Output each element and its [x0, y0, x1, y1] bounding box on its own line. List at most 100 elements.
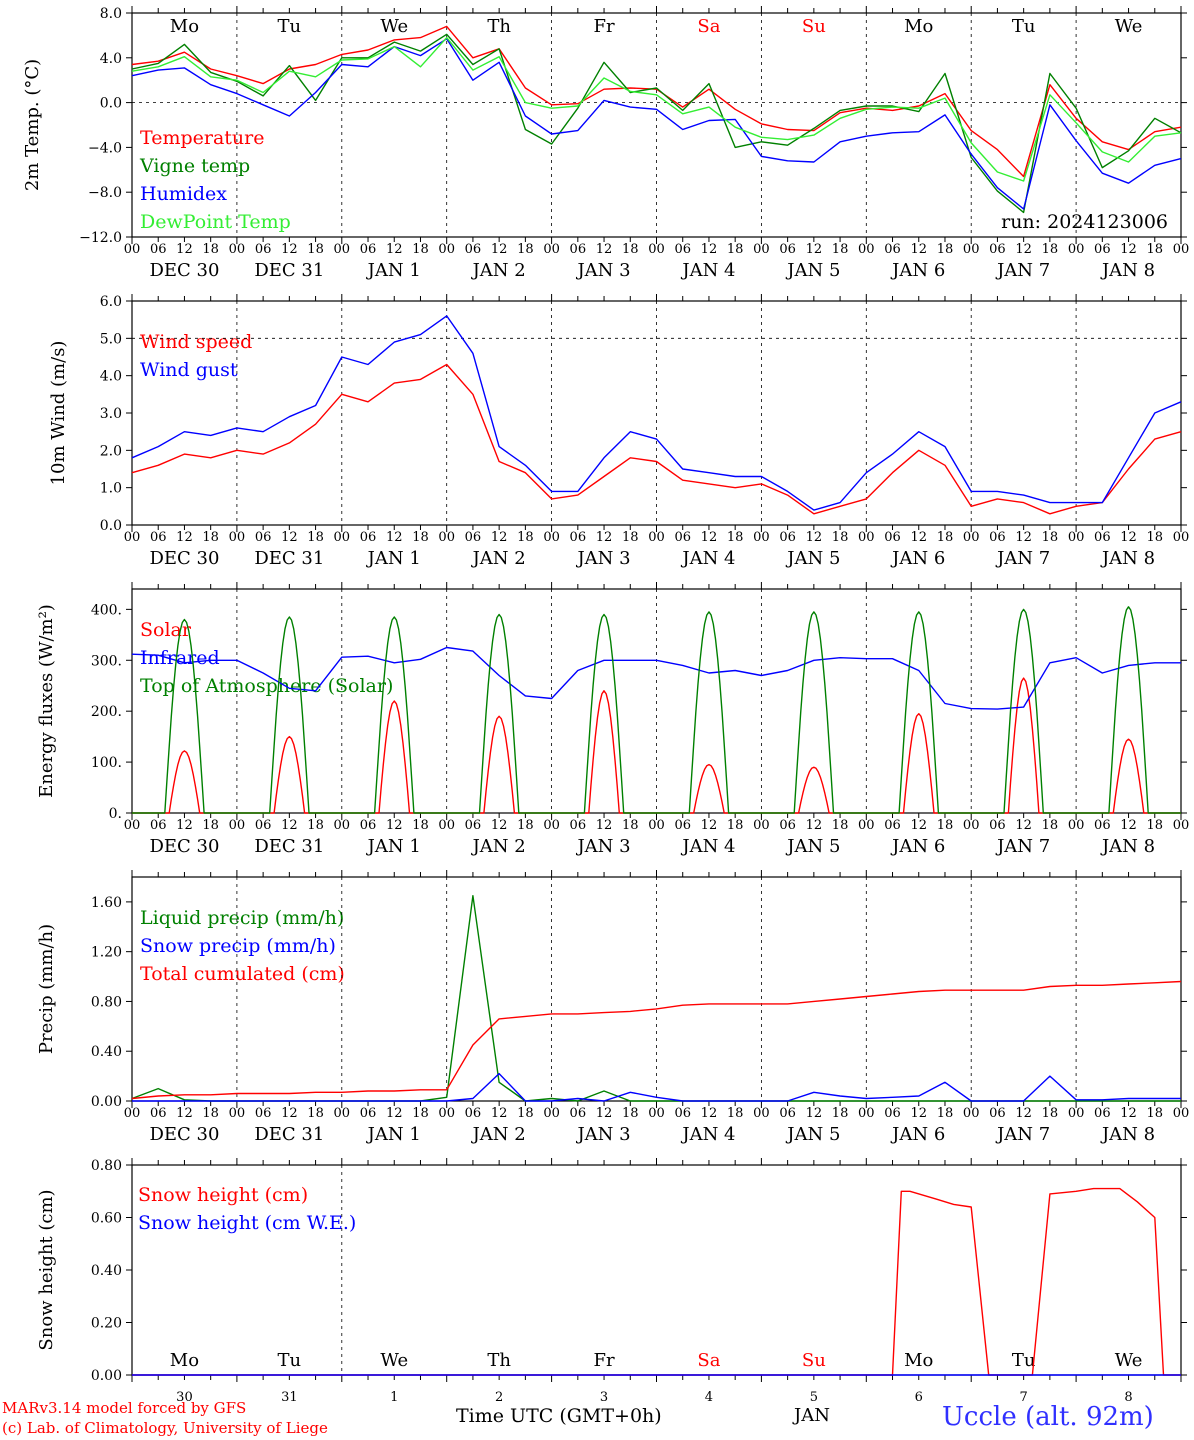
series-line-snow-precip-mm-h- — [132, 1072, 1181, 1102]
weekday-label: Tu — [278, 1350, 302, 1371]
date-label: JAN 3 — [575, 836, 630, 857]
y-tick-label: 0.60 — [91, 1211, 122, 1227]
date-label: JAN 3 — [575, 548, 630, 569]
series-line-humidex — [131, 38, 1182, 210]
y-tick-label: 6.0 — [100, 294, 122, 310]
hour-tick-label: 00 — [334, 530, 351, 545]
hour-tick-label: 12 — [491, 242, 508, 257]
hour-tick-label: 06 — [255, 242, 272, 257]
hour-tick-label: 18 — [412, 818, 429, 833]
date-label: JAN 7 — [995, 1124, 1050, 1145]
hour-tick-label: 12 — [596, 530, 613, 545]
precip-ylabel: Precip (mm/h) — [36, 924, 57, 1054]
hour-tick-label: 12 — [176, 818, 193, 833]
hour-tick-label: 18 — [937, 818, 954, 833]
weekday-label: Fr — [594, 16, 615, 37]
hour-tick-label: 00 — [543, 242, 560, 257]
hour-tick-label: 12 — [596, 242, 613, 257]
day-number-label: 2 — [495, 1390, 503, 1405]
hour-tick-label: 00 — [1068, 242, 1085, 257]
date-label: JAN 3 — [575, 260, 630, 281]
date-label: JAN 4 — [680, 836, 735, 857]
hour-tick-label: 06 — [570, 242, 587, 257]
hour-tick-label: 18 — [202, 818, 219, 833]
hour-tick-label: 18 — [307, 242, 324, 257]
panel-snow: Snow height (cm) Snow height (cm) Snow h… — [36, 1164, 1182, 1376]
weekday-label: Mo — [170, 16, 199, 37]
date-label: JAN 8 — [1100, 548, 1155, 569]
hour-tick-label: 00 — [963, 242, 980, 257]
hour-tick-label: 00 — [1068, 1106, 1085, 1121]
hour-tick-label: 12 — [176, 530, 193, 545]
hour-tick-label: 18 — [727, 818, 744, 833]
hour-tick-label: 18 — [622, 1106, 639, 1121]
hour-tick-label: 06 — [465, 818, 482, 833]
hour-tick-label: 06 — [360, 242, 377, 257]
legend-snow-we: Snow height (cm W.E.) — [138, 1212, 356, 1234]
hour-tick-label: 00 — [229, 242, 246, 257]
hour-tick-label: 18 — [1042, 242, 1059, 257]
hour-tick-label: 18 — [937, 530, 954, 545]
day-number-label: 5 — [810, 1390, 818, 1405]
hour-tick-label: 06 — [570, 818, 587, 833]
legend-temperature: Temperature — [140, 127, 264, 149]
panel-temperature: 2m Temp. (°C) run: 2024123006 Temperatur… — [22, 12, 1182, 238]
hour-tick-label: 06 — [779, 530, 796, 545]
hour-tick-label: 12 — [281, 818, 298, 833]
hour-tick-label: 12 — [491, 1106, 508, 1121]
legend-humidex: Humidex — [140, 183, 227, 205]
chart-marks: 8.04.00.0−4.0−8.0−12.000 06 12 18 00 06 12 18 00… — [79, 6, 1189, 1405]
weekday-label: We — [380, 16, 408, 37]
hour-tick-label: 12 — [910, 1106, 927, 1121]
hour-tick-label: 00 — [753, 242, 770, 257]
weekday-label: Su — [802, 16, 826, 37]
hour-tick-label: 00 — [753, 818, 770, 833]
hour-tick-label: 00 — [543, 530, 560, 545]
hour-tick-label: 18 — [727, 242, 744, 257]
hour-tick-label: 06 — [989, 1106, 1006, 1121]
hour-tick-label: 06 — [255, 818, 272, 833]
y-tick-label: 0.40 — [91, 1263, 122, 1279]
temp-ylabel: 2m Temp. (°C) — [22, 59, 43, 191]
y-tick-label: −4.0 — [88, 140, 122, 156]
legend-vigne-temp: Vigne temp — [139, 155, 250, 177]
y-tick-label: 0.20 — [91, 1316, 122, 1332]
y-tick-label: 8.0 — [100, 6, 122, 22]
hour-tick-label: 12 — [701, 818, 718, 833]
hour-tick-label: 00 — [753, 530, 770, 545]
date-label: JAN 6 — [890, 836, 945, 857]
y-tick-label: 0.00 — [91, 1094, 122, 1110]
y-tick-label: 200. — [91, 704, 122, 720]
hour-tick-label: 18 — [1042, 1106, 1059, 1121]
hour-tick-label: 00 — [858, 1106, 875, 1121]
hour-tick-label: 12 — [386, 242, 403, 257]
hour-tick-label: 12 — [806, 818, 823, 833]
hour-tick-label: 12 — [1120, 530, 1137, 545]
hour-tick-label: 18 — [622, 530, 639, 545]
legend-snow-height: Snow height (cm) — [138, 1184, 308, 1206]
y-tick-label: 0.40 — [91, 1044, 122, 1060]
date-label: JAN 4 — [680, 260, 735, 281]
series-line-wind-speed — [131, 363, 1182, 515]
date-label: JAN 8 — [1100, 1124, 1155, 1145]
hour-tick-label: 12 — [596, 818, 613, 833]
date-label: DEC 30 — [149, 260, 219, 281]
hour-tick-label: 12 — [281, 242, 298, 257]
hour-tick-label: 12 — [701, 530, 718, 545]
hour-tick-label: 00 — [858, 242, 875, 257]
hour-tick-label: 18 — [517, 242, 534, 257]
wind-ylabel: 10m Wind (m/s) — [48, 341, 69, 486]
hour-tick-label: 06 — [884, 818, 901, 833]
hour-tick-label: 06 — [570, 1106, 587, 1121]
y-tick-label: 0.00 — [91, 1368, 122, 1384]
hour-tick-label: 06 — [255, 530, 272, 545]
hour-tick-label: 12 — [1120, 818, 1137, 833]
series-line-top-of-atmosphere-solar- — [132, 606, 1181, 814]
y-tick-label: 1.20 — [91, 945, 122, 961]
y-tick-label: 1.0 — [100, 481, 122, 497]
date-label: DEC 31 — [254, 260, 324, 281]
date-label: JAN 5 — [785, 548, 840, 569]
hour-tick-label: 12 — [910, 242, 927, 257]
hour-tick-label: 06 — [674, 242, 691, 257]
hour-tick-label: 06 — [360, 530, 377, 545]
